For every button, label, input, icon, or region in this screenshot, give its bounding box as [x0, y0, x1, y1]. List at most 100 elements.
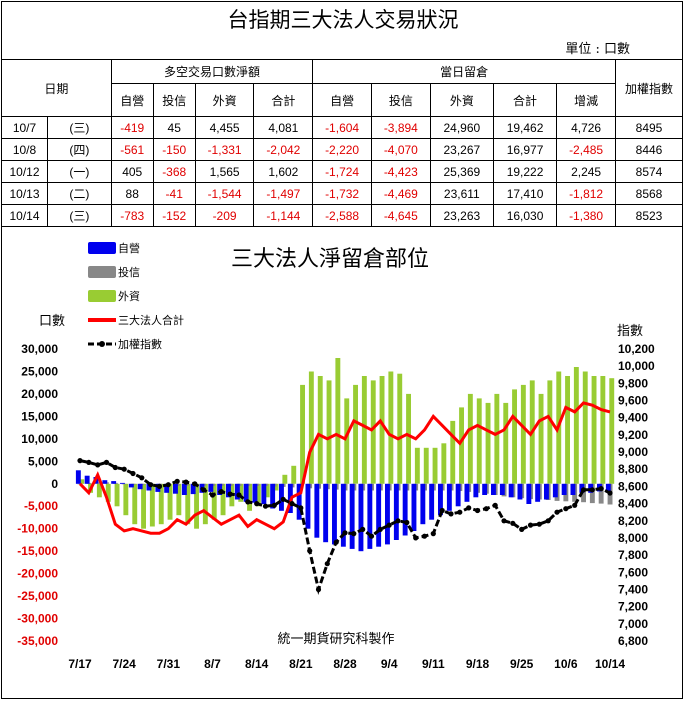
bar-dealer [570, 483, 576, 495]
bar-dealer [340, 483, 346, 547]
table-cell: -152 [152, 204, 196, 227]
y-tick-left: -30,000 [17, 612, 58, 626]
y-tick-right: 10,000 [618, 359, 655, 373]
open-interest-header: 當日留倉 [312, 59, 616, 84]
index-point [209, 492, 216, 498]
bar-foreign [485, 402, 491, 484]
index-point [430, 531, 436, 537]
bar-dealer [508, 483, 514, 498]
bar-foreign [459, 407, 464, 484]
chart-title: 三大法人淨留倉部位 [231, 247, 429, 272]
bar-dealer [561, 483, 567, 495]
x-tick: 8/21 [289, 657, 313, 671]
x-tick: 9/18 [466, 657, 490, 671]
y-tick-right: 8,800 [618, 462, 648, 476]
table-cell: -2,588 [312, 204, 372, 227]
row-weekday: (二) [47, 182, 112, 205]
bar-dealer [544, 483, 549, 500]
index-point [510, 520, 516, 526]
x-tick: 8/28 [333, 657, 357, 671]
table-cell: -1,497 [253, 182, 314, 205]
bar-foreign [247, 483, 252, 511]
subheader-7: 合計 [492, 83, 558, 117]
bar-dealer [393, 483, 399, 540]
bar-trust [581, 483, 586, 503]
index-point [545, 518, 551, 524]
index-point [174, 478, 180, 484]
bar-foreign [211, 483, 217, 520]
index-point [130, 470, 136, 477]
bar-trust [598, 483, 604, 504]
y-tick-right: 6,800 [618, 634, 648, 648]
legend-swatch-1 [88, 266, 116, 278]
index-point [333, 539, 339, 545]
table-cell: 19,222 [492, 160, 558, 183]
bar-dealer [261, 483, 267, 504]
bar-dealer [552, 483, 558, 498]
bar-foreign [450, 420, 456, 484]
bar-foreign [520, 384, 526, 484]
y-tick-left: -15,000 [17, 544, 58, 558]
institutional-trading-table: 日期 多空交易口數淨額 當日留倉 加權指數 自營 投信 外資 合計 自營 投信 外資 合計 增減… [1, 59, 683, 227]
bar-foreign [123, 483, 129, 516]
row-weekday: (三) [47, 116, 112, 139]
y-tick-left: 30,000 [21, 342, 58, 356]
y-tick-left: 25,000 [21, 364, 58, 378]
y-tick-right: 7,000 [618, 617, 648, 631]
table-cell: 16,030 [492, 204, 558, 227]
bar-dealer [314, 483, 320, 538]
bar-dealer [270, 483, 276, 509]
legend-label: 三大法人合計 [118, 313, 184, 327]
bar-dealer [252, 483, 258, 503]
legend-label: 自營 [118, 242, 140, 255]
index-point [589, 487, 595, 493]
table-row: 10/14 (三) -783 -152 -209 -1,144 -2,588 -4,645 23… [1, 204, 683, 227]
bar-foreign [317, 376, 323, 484]
bar-dealer [234, 483, 240, 500]
bar-dealer [491, 483, 496, 495]
bar-dealer [279, 483, 284, 511]
bar-dealer [173, 483, 178, 494]
bar-foreign [379, 376, 385, 484]
index-point [413, 535, 419, 541]
x-tick: 7/24 [112, 657, 136, 671]
x-tick: 9/11 [422, 657, 445, 671]
bar-foreign [609, 378, 615, 484]
index-point [457, 509, 463, 515]
index-point [201, 487, 207, 493]
x-tick: 10/14 [595, 657, 625, 671]
index-point [95, 462, 101, 468]
bar-foreign [158, 483, 164, 525]
bar-dealer [535, 483, 541, 502]
bar-foreign [582, 371, 588, 484]
index-point [289, 501, 295, 507]
y-tick-right: 8,400 [618, 497, 648, 511]
row-index: 8574 [615, 160, 683, 183]
bar-dealer [305, 483, 311, 529]
index-point [536, 521, 542, 527]
x-tick: 8/14 [245, 657, 269, 671]
bar-foreign [388, 371, 394, 484]
index-point [607, 490, 613, 496]
index-point [519, 526, 525, 533]
bar-dealer [367, 483, 373, 549]
table-cell: -209 [194, 204, 255, 227]
bar-dealer [605, 483, 611, 491]
bar-dealer [429, 483, 435, 520]
subheader-8: 增減 [556, 83, 616, 117]
y-tick-right: 9,800 [618, 376, 648, 390]
row-date: 10/13 [1, 182, 48, 205]
bar-foreign [512, 389, 517, 484]
bar-dealer [438, 483, 443, 516]
index-point [448, 511, 454, 517]
index-point [236, 492, 242, 498]
bar-foreign [308, 371, 314, 484]
table-cell: -4,645 [370, 204, 431, 227]
table-cell: -1,724 [312, 160, 372, 183]
bar-trust [589, 483, 595, 504]
index-point [165, 482, 171, 488]
index-point [554, 509, 560, 515]
bar-foreign [167, 483, 173, 520]
page-title: 台指期三大法人交易狀況 [227, 8, 459, 32]
bar-dealer [111, 481, 117, 484]
